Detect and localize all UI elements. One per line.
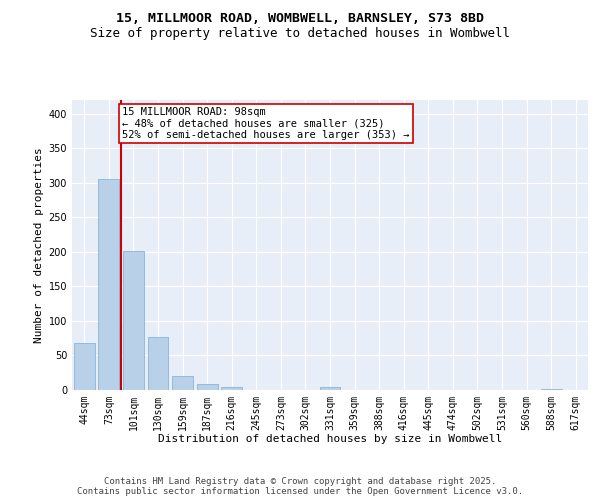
Text: Contains HM Land Registry data © Crown copyright and database right 2025.
Contai: Contains HM Land Registry data © Crown c… xyxy=(77,476,523,496)
Bar xyxy=(541,388,562,390)
Bar xyxy=(221,387,242,390)
Bar xyxy=(98,180,119,390)
Bar xyxy=(148,337,169,390)
Bar xyxy=(74,343,95,390)
Bar xyxy=(172,376,193,390)
Text: Size of property relative to detached houses in Wombwell: Size of property relative to detached ho… xyxy=(90,28,510,40)
Text: 15, MILLMOOR ROAD, WOMBWELL, BARNSLEY, S73 8BD: 15, MILLMOOR ROAD, WOMBWELL, BARNSLEY, S… xyxy=(116,12,484,26)
Text: 15 MILLMOOR ROAD: 98sqm
← 48% of detached houses are smaller (325)
52% of semi-d: 15 MILLMOOR ROAD: 98sqm ← 48% of detache… xyxy=(122,107,410,140)
Bar xyxy=(123,250,144,390)
Bar xyxy=(197,384,218,390)
X-axis label: Distribution of detached houses by size in Wombwell: Distribution of detached houses by size … xyxy=(158,434,502,444)
Y-axis label: Number of detached properties: Number of detached properties xyxy=(34,147,44,343)
Bar xyxy=(320,387,340,390)
